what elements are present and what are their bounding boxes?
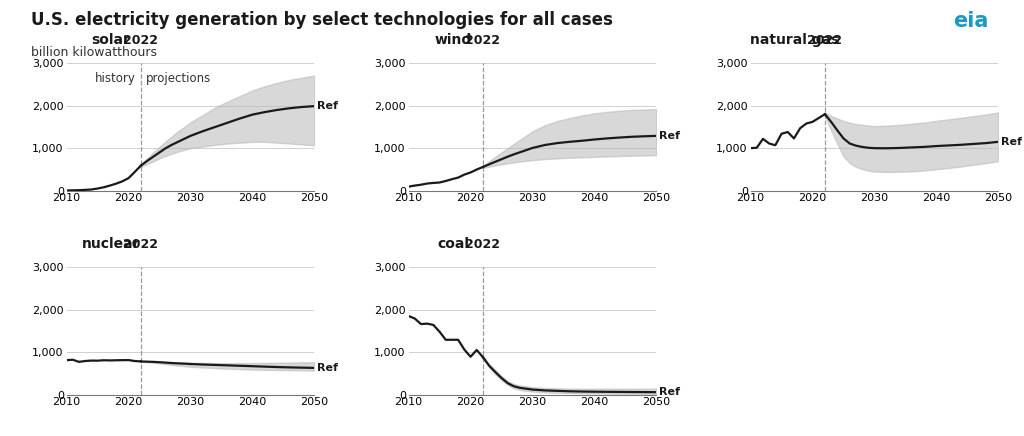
Text: natural gas: natural gas xyxy=(751,33,840,47)
Text: 2022: 2022 xyxy=(466,34,501,47)
Text: 2022: 2022 xyxy=(124,34,159,47)
Text: Ref: Ref xyxy=(316,363,338,373)
Text: Ref: Ref xyxy=(1000,137,1022,147)
Text: 2022: 2022 xyxy=(124,238,159,251)
Text: solar: solar xyxy=(92,33,131,47)
Text: projections: projections xyxy=(145,72,211,85)
Text: history: history xyxy=(95,72,136,85)
Text: wind: wind xyxy=(434,33,472,47)
Text: Ref: Ref xyxy=(658,387,680,397)
Text: Ref: Ref xyxy=(316,101,338,111)
Text: 2022: 2022 xyxy=(807,34,843,47)
Text: nuclear: nuclear xyxy=(82,237,140,251)
Text: eia: eia xyxy=(952,11,988,31)
Text: 2022: 2022 xyxy=(466,238,501,251)
Text: billion kilowatthours: billion kilowatthours xyxy=(31,46,157,59)
Text: Ref: Ref xyxy=(658,131,680,141)
Text: coal: coal xyxy=(437,237,469,251)
Text: U.S. electricity generation by select technologies for all cases: U.S. electricity generation by select te… xyxy=(31,11,612,29)
